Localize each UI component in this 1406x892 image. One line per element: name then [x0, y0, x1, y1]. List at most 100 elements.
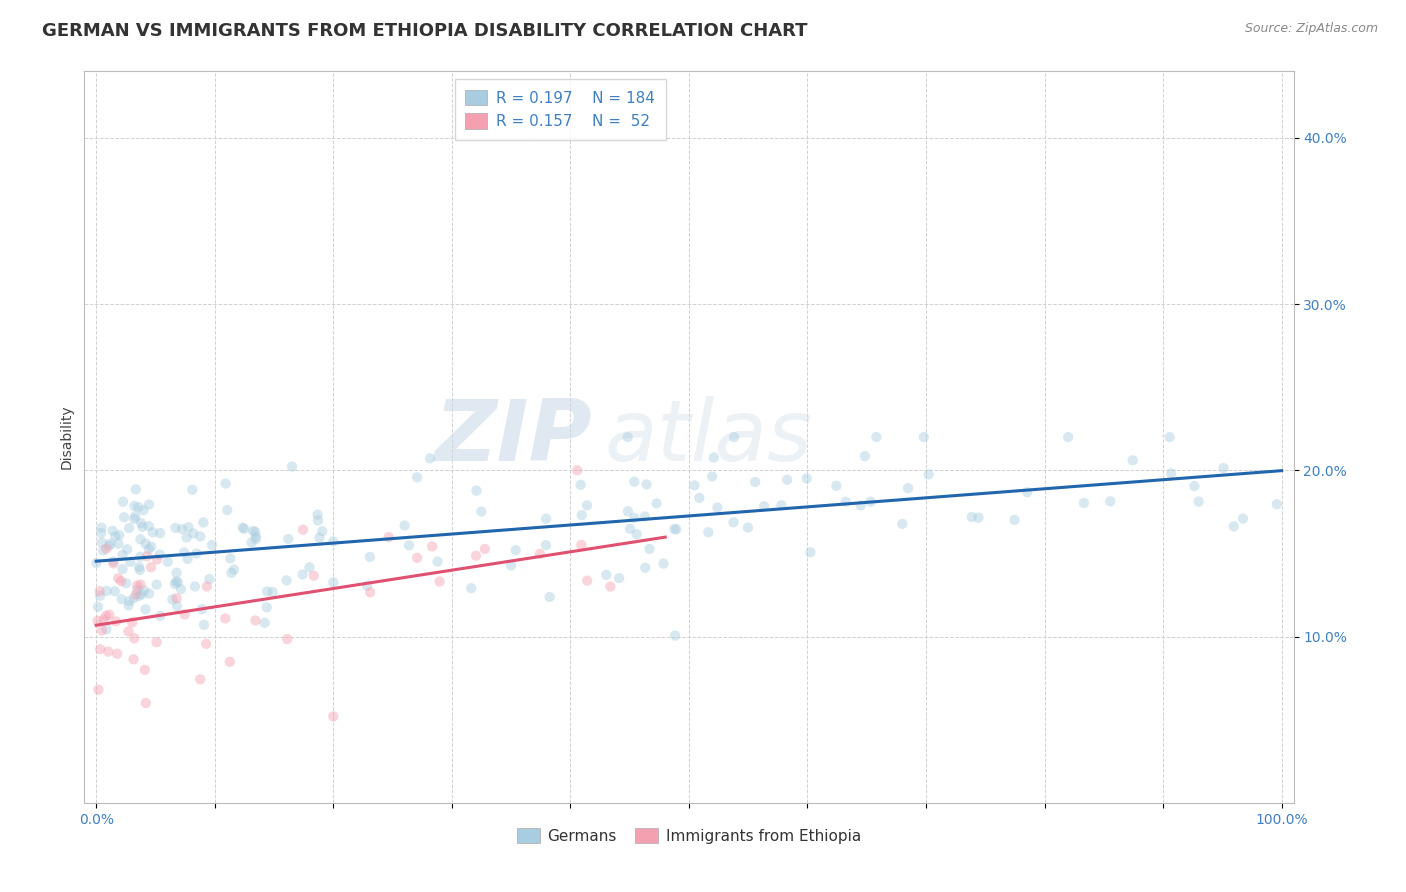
Point: [117, 624, 139, 639]
Point: [623, 475, 645, 489]
Point: [616, 430, 638, 444]
Point: [1223, 519, 1246, 533]
Point: [129, 549, 152, 564]
Point: [664, 522, 686, 536]
Point: [665, 522, 688, 536]
Point: [700, 469, 723, 483]
Point: [201, 538, 224, 552]
Point: [89, 584, 111, 599]
Point: [166, 591, 188, 606]
Point: [218, 655, 240, 669]
Point: [111, 592, 134, 607]
Point: [90, 526, 112, 541]
Point: [184, 579, 207, 593]
Point: [145, 577, 167, 591]
Point: [87, 599, 110, 614]
Point: [127, 582, 149, 597]
Point: [214, 611, 236, 625]
Point: [298, 560, 321, 574]
Point: [683, 478, 706, 492]
Point: [122, 591, 145, 605]
Point: [307, 513, 329, 527]
Point: [118, 521, 141, 535]
Point: [281, 459, 304, 474]
Point: [897, 481, 920, 495]
Point: [181, 483, 204, 497]
Point: [87, 682, 110, 697]
Point: [173, 607, 195, 622]
Point: [191, 602, 214, 616]
Point: [86, 556, 108, 570]
Point: [135, 537, 157, 551]
Point: [688, 491, 710, 505]
Point: [849, 499, 872, 513]
Point: [107, 537, 129, 551]
Point: [188, 672, 211, 686]
Point: [567, 463, 589, 477]
Point: [165, 574, 187, 589]
Point: [796, 471, 818, 485]
Point: [221, 566, 243, 580]
Point: [534, 512, 557, 526]
Point: [770, 498, 793, 512]
Point: [835, 494, 858, 508]
Point: [214, 476, 236, 491]
Point: [145, 635, 167, 649]
Point: [569, 538, 592, 552]
Point: [307, 508, 329, 522]
Point: [96, 584, 118, 599]
Point: [1265, 497, 1288, 511]
Point: [186, 547, 208, 561]
Point: [112, 510, 135, 524]
Point: [1212, 461, 1234, 475]
Point: [291, 567, 314, 582]
Point: [219, 551, 242, 566]
Point: [135, 696, 157, 710]
Point: [127, 578, 149, 592]
Point: [322, 534, 344, 549]
Point: [121, 615, 143, 630]
Point: [744, 475, 766, 489]
Point: [115, 542, 138, 557]
Point: [1160, 467, 1182, 481]
Point: [664, 629, 686, 643]
Point: [122, 632, 145, 646]
Point: [188, 529, 211, 543]
Point: [90, 521, 112, 535]
Point: [776, 473, 799, 487]
Point: [125, 587, 148, 601]
Point: [737, 520, 759, 534]
Point: [128, 560, 150, 574]
Point: [465, 483, 488, 498]
Point: [607, 571, 630, 585]
Point: [825, 479, 848, 493]
Point: [576, 499, 599, 513]
Point: [89, 642, 111, 657]
Text: Source: ZipAtlas.com: Source: ZipAtlas.com: [1244, 22, 1378, 36]
Point: [377, 530, 399, 544]
Point: [406, 550, 429, 565]
Point: [90, 535, 112, 549]
Point: [165, 521, 187, 535]
Point: [105, 647, 128, 661]
Point: [131, 587, 153, 601]
Point: [723, 430, 745, 444]
Point: [101, 524, 124, 538]
Point: [960, 510, 983, 524]
Point: [129, 563, 152, 577]
Point: [465, 549, 488, 563]
Point: [276, 632, 298, 647]
Point: [276, 574, 298, 588]
Point: [142, 525, 165, 540]
Point: [429, 574, 451, 589]
Point: [406, 470, 429, 484]
Point: [91, 543, 114, 558]
Point: [96, 541, 118, 556]
Point: [302, 568, 325, 582]
Point: [129, 533, 152, 547]
Point: [111, 494, 134, 508]
Point: [652, 557, 675, 571]
Point: [103, 554, 125, 568]
Point: [233, 522, 256, 536]
Point: [93, 613, 115, 627]
